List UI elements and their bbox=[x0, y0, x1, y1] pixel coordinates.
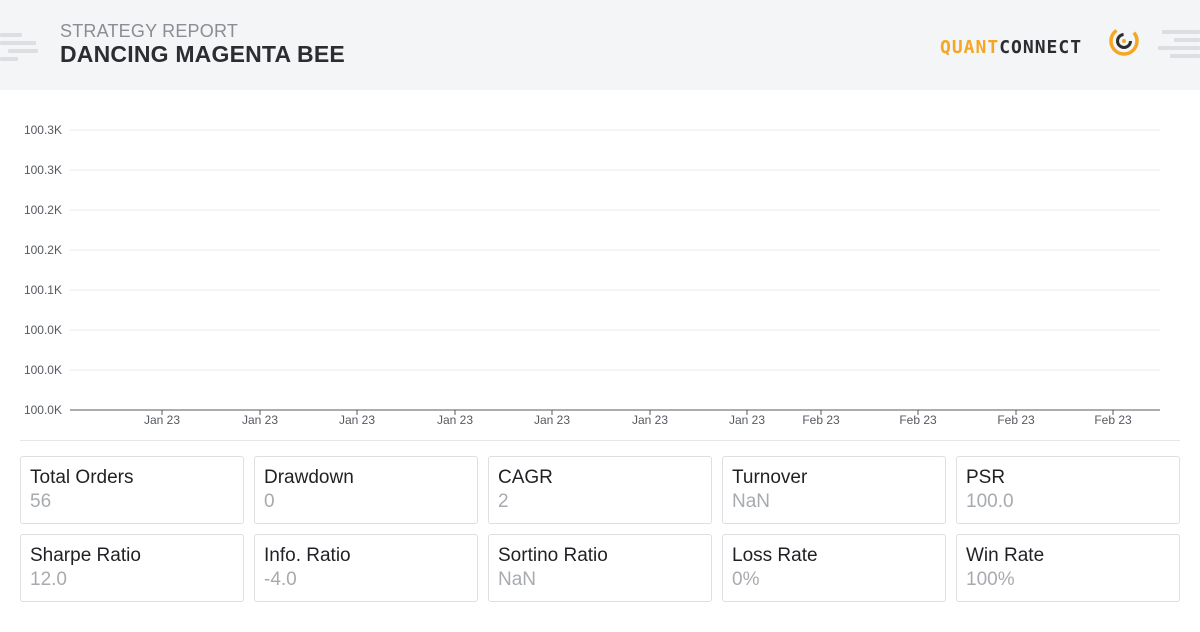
stat-label: CAGR bbox=[498, 467, 553, 488]
x-tick-label: Jan 23 bbox=[729, 413, 765, 427]
x-tick-label: Feb 23 bbox=[1094, 413, 1132, 427]
stat-card-drawdown: Drawdown 0 bbox=[254, 456, 478, 524]
stat-label: Turnover bbox=[732, 467, 808, 488]
stat-label: Drawdown bbox=[264, 467, 354, 488]
stat-value: 100.0 bbox=[966, 491, 1014, 512]
logo-text-quant: QUANT bbox=[940, 37, 1000, 58]
logo-text: QUANTCONNECT bbox=[940, 37, 1082, 58]
report-title: DANCING MAGENTA BEE bbox=[60, 41, 345, 67]
stat-value: NaN bbox=[498, 569, 537, 590]
x-tick-label: Jan 23 bbox=[534, 413, 570, 427]
stat-card-cagr: CAGR 2 bbox=[488, 456, 712, 524]
header-decoration bbox=[8, 49, 38, 53]
x-tick-label: Jan 23 bbox=[242, 413, 278, 427]
x-tick-label: Jan 23 bbox=[144, 413, 180, 427]
stat-label: Sharpe Ratio bbox=[30, 545, 141, 566]
stat-value: -4.0 bbox=[264, 569, 297, 590]
stat-card-psr: PSR 100.0 bbox=[956, 456, 1180, 524]
stat-value: NaN bbox=[732, 491, 771, 512]
y-tick-label: 100.2K bbox=[24, 203, 62, 217]
stat-card-sharpe-ratio: Sharpe Ratio 12.0 bbox=[20, 534, 244, 602]
header-decoration bbox=[0, 57, 18, 61]
y-tick-label: 100.3K bbox=[24, 163, 62, 177]
x-tick-label: Feb 23 bbox=[802, 413, 840, 427]
x-tick-label: Feb 23 bbox=[899, 413, 937, 427]
logo-text-connect: CONNECT bbox=[999, 37, 1083, 58]
stat-value: 56 bbox=[30, 491, 52, 512]
header-decoration bbox=[1162, 30, 1200, 34]
stat-card-sortino-ratio: Sortino Ratio NaN bbox=[488, 534, 712, 602]
stat-label: PSR bbox=[966, 467, 1006, 488]
header-decoration bbox=[1174, 38, 1200, 42]
x-tick-label: Jan 23 bbox=[339, 413, 375, 427]
stat-value: 12.0 bbox=[30, 569, 67, 590]
stat-card-turnover: Turnover NaN bbox=[722, 456, 946, 524]
header-decoration bbox=[1170, 54, 1200, 58]
x-tick-label: Feb 23 bbox=[997, 413, 1035, 427]
y-tick-label: 100.2K bbox=[24, 243, 62, 257]
y-tick-label: 100.0K bbox=[24, 363, 62, 377]
stat-label: Total Orders bbox=[30, 467, 134, 488]
header-decoration bbox=[0, 41, 36, 45]
stat-value: 100% bbox=[966, 569, 1015, 590]
header-decoration bbox=[1158, 46, 1200, 50]
stat-label: Win Rate bbox=[966, 545, 1045, 566]
stat-value: 2 bbox=[498, 491, 509, 512]
y-tick-label: 100.0K bbox=[24, 323, 62, 337]
stat-card-win-rate: Win Rate 100% bbox=[956, 534, 1180, 602]
report-label: STRATEGY REPORT bbox=[60, 21, 239, 41]
stat-label: Sortino Ratio bbox=[498, 545, 608, 566]
stat-card-total-orders: Total Orders 56 bbox=[20, 456, 244, 524]
stat-value: 0% bbox=[732, 569, 760, 590]
stat-value: 0 bbox=[264, 491, 275, 512]
x-tick-label: Jan 23 bbox=[437, 413, 473, 427]
logo-mark-icon bbox=[1109, 26, 1139, 56]
stat-card-info-ratio: Info. Ratio -4.0 bbox=[254, 534, 478, 602]
stat-card-loss-rate: Loss Rate 0% bbox=[722, 534, 946, 602]
y-tick-label: 100.0K bbox=[24, 403, 62, 417]
section-divider bbox=[20, 440, 1180, 441]
header-decoration bbox=[0, 33, 22, 37]
equity-chart: 100.3K 100.3K 100.2K 100.2K 100.1K 100.0K 100.… bbox=[24, 123, 1160, 427]
y-tick-label: 100.3K bbox=[24, 123, 62, 137]
report-header: STRATEGY REPORT DANCING MAGENTA BEE QUAN… bbox=[0, 0, 1200, 90]
stat-label: Loss Rate bbox=[732, 545, 818, 566]
y-tick-label: 100.1K bbox=[24, 283, 62, 297]
stat-label: Info. Ratio bbox=[264, 545, 351, 566]
x-tick-label: Jan 23 bbox=[632, 413, 668, 427]
